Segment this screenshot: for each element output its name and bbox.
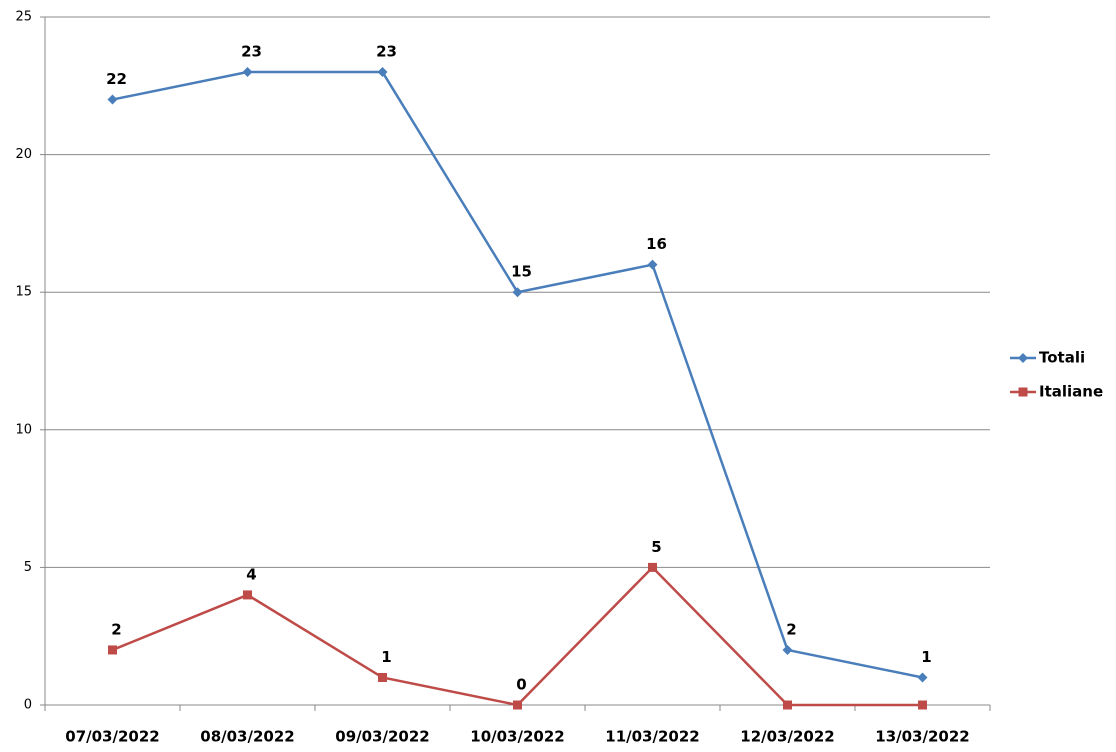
- marker: [242, 67, 253, 78]
- marker: [918, 700, 927, 710]
- y-tick-label: 20: [15, 147, 32, 162]
- marker: [782, 644, 793, 655]
- x-tick-label: 12/03/2022: [740, 728, 834, 746]
- data-label: 2: [111, 620, 121, 638]
- data-label: 1: [921, 648, 931, 666]
- y-tick-label: 10: [15, 422, 32, 437]
- data-label: 15: [511, 263, 532, 281]
- legend-label: Italiane: [1039, 383, 1103, 401]
- x-tick-label: 07/03/2022: [65, 728, 159, 746]
- data-label: 5: [651, 538, 661, 556]
- y-tick-label: 5: [24, 560, 32, 575]
- data-label: 22: [106, 70, 127, 88]
- data-label: 4: [246, 565, 256, 583]
- marker: [783, 700, 792, 710]
- x-tick-label: 09/03/2022: [335, 728, 429, 746]
- marker: [243, 590, 252, 600]
- x-tick-label: 13/03/2022: [875, 728, 969, 746]
- marker: [377, 67, 388, 78]
- y-tick-label: 0: [24, 698, 32, 713]
- y-tick-label: 15: [15, 285, 32, 300]
- series-line: [112, 70, 923, 679]
- marker: [107, 94, 118, 105]
- legend-marker: [1018, 387, 1028, 397]
- x-tick-label: 11/03/2022: [605, 728, 699, 746]
- data-label: 1: [381, 648, 391, 666]
- legend-label: Totali: [1039, 349, 1085, 367]
- y-tick-label: 25: [15, 10, 32, 25]
- data-label: 23: [376, 43, 397, 61]
- marker: [108, 645, 117, 655]
- marker: [513, 700, 522, 710]
- x-tick-label: 10/03/2022: [470, 728, 564, 746]
- marker: [378, 672, 387, 682]
- data-label: 16: [646, 235, 667, 253]
- data-label: 23: [241, 43, 262, 61]
- data-label: 0: [516, 676, 526, 694]
- legend-marker: [1018, 353, 1028, 363]
- marker: [917, 672, 928, 683]
- marker: [648, 562, 657, 572]
- data-label: 2: [786, 620, 796, 638]
- marker: [512, 287, 523, 298]
- x-tick-label: 08/03/2022: [200, 728, 294, 746]
- marker: [647, 259, 658, 270]
